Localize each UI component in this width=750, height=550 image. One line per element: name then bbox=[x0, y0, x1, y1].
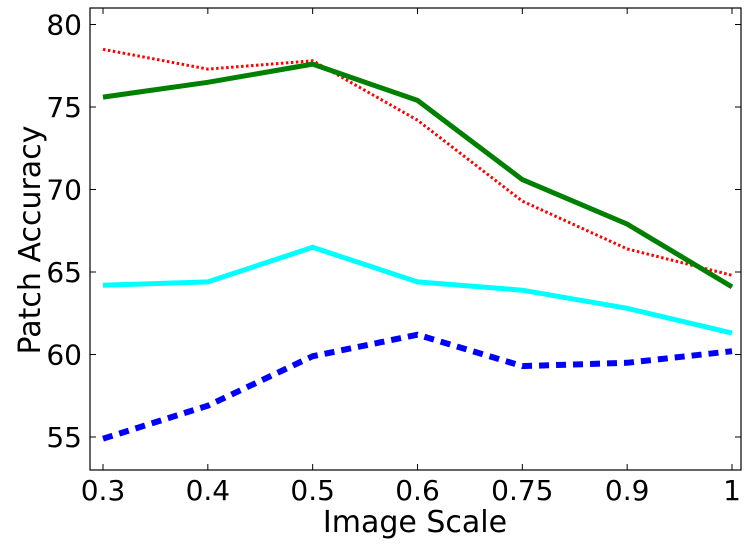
x-tick-label: 1 bbox=[723, 474, 741, 507]
y-tick-label: 60 bbox=[46, 339, 82, 372]
x-tick-label: 0.5 bbox=[290, 474, 335, 507]
series-line-2 bbox=[102, 61, 734, 290]
series-layer bbox=[102, 47, 734, 442]
y-tick-label: 65 bbox=[46, 256, 82, 289]
x-tick-label: 0.9 bbox=[605, 474, 650, 507]
ticks-layer: 0.3 0.4 0.5 0.6 0.75 0.9 1 55 60 65 70 75 80 bbox=[46, 8, 741, 507]
plot-frame bbox=[89, 7, 742, 471]
x-tick-label: 0.4 bbox=[186, 474, 231, 507]
y-tick-label: 80 bbox=[46, 9, 82, 42]
y-tick-label: 55 bbox=[46, 421, 82, 454]
y-tick-label: 70 bbox=[46, 174, 82, 207]
series-line-3 bbox=[102, 244, 733, 336]
y-axis-label: Patch Accuracy bbox=[13, 126, 48, 355]
x-tick-label: 0.75 bbox=[491, 474, 553, 507]
series-line-4 bbox=[102, 331, 733, 442]
y-tick-label: 75 bbox=[46, 91, 82, 124]
x-tick-label: 0.3 bbox=[81, 474, 126, 507]
x-axis-label: Image Scale bbox=[323, 505, 507, 540]
x-tick-label: 0.6 bbox=[395, 474, 440, 507]
